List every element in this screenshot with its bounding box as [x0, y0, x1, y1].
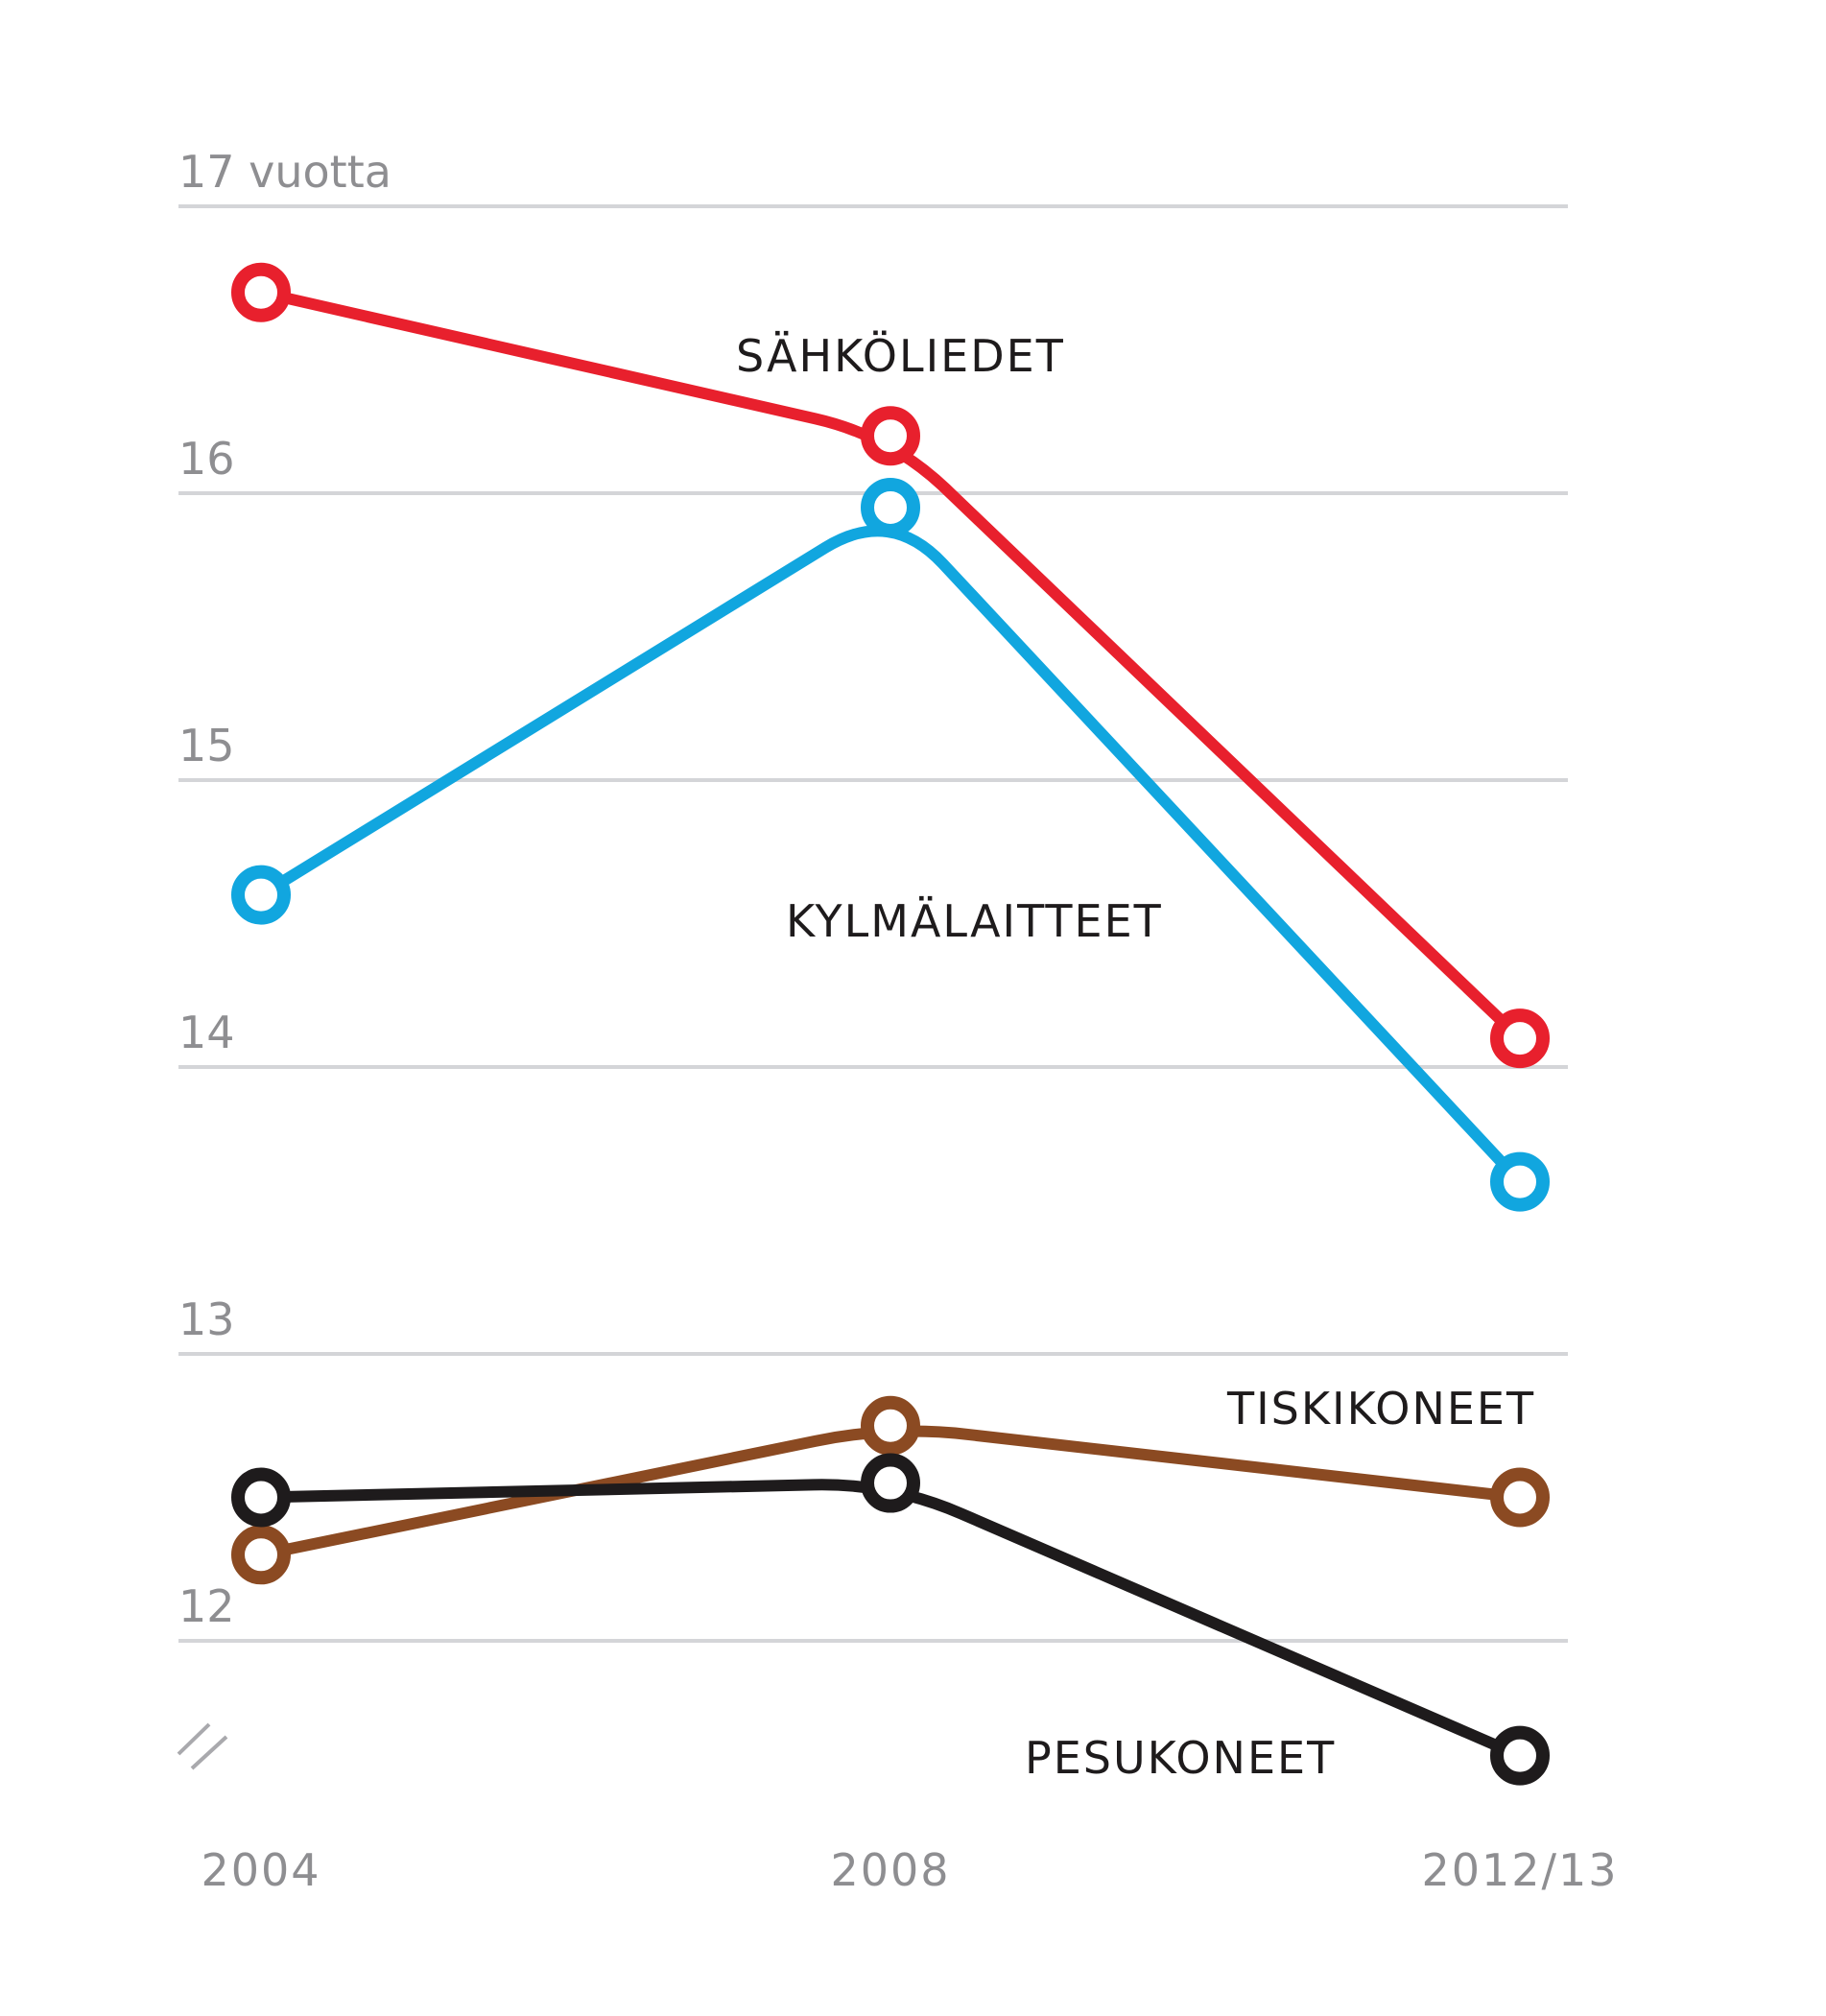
data-point	[861, 1395, 920, 1456]
data-point	[231, 865, 291, 925]
x-tick-label: 2004	[201, 1844, 320, 1896]
series-group	[231, 1395, 1550, 1585]
axis-break-icon	[177, 1722, 228, 1770]
data-point	[231, 1525, 291, 1585]
data-point	[861, 477, 920, 537]
y-axis-ticks: 17 vuotta 16 15 14 13 12	[178, 146, 391, 1632]
data-point	[1490, 1467, 1550, 1528]
series-label: KYLMÄLAITTEET	[786, 895, 1163, 947]
x-tick-label: 2008	[830, 1844, 950, 1896]
series-group	[231, 262, 1550, 1069]
y-tick-label: 14	[178, 1007, 235, 1058]
series-label: PESUKONEET	[1025, 1732, 1336, 1784]
series-label: SÄHKÖLIEDET	[736, 330, 1065, 382]
data-point	[861, 1453, 920, 1513]
data-point	[1490, 1151, 1550, 1212]
data-point	[1490, 1008, 1550, 1069]
data-point	[231, 1467, 291, 1528]
data-point	[231, 262, 291, 322]
y-tick-label: 15	[178, 720, 235, 771]
y-tick-label: 13	[178, 1293, 235, 1345]
data-point	[1490, 1725, 1550, 1786]
series-group	[231, 477, 1550, 1212]
series	[231, 262, 1550, 1786]
series-line	[255, 1479, 1526, 1762]
x-axis-ticks: 2004 2008 2012/13	[201, 1844, 1618, 1896]
x-tick-label: 2012/13	[1421, 1844, 1618, 1896]
series-label: TISKIKONEET	[1226, 1383, 1535, 1435]
y-tick-label: 17 vuotta	[178, 146, 391, 198]
gridlines	[178, 204, 1568, 1643]
series-group	[231, 1453, 1550, 1786]
data-point	[861, 406, 920, 466]
y-tick-label: 16	[178, 433, 235, 485]
y-tick-label: 12	[178, 1580, 235, 1632]
series-labels: SÄHKÖLIEDET KYLMÄLAITTEET TISKIKONEET PESUK…	[736, 330, 1535, 1784]
